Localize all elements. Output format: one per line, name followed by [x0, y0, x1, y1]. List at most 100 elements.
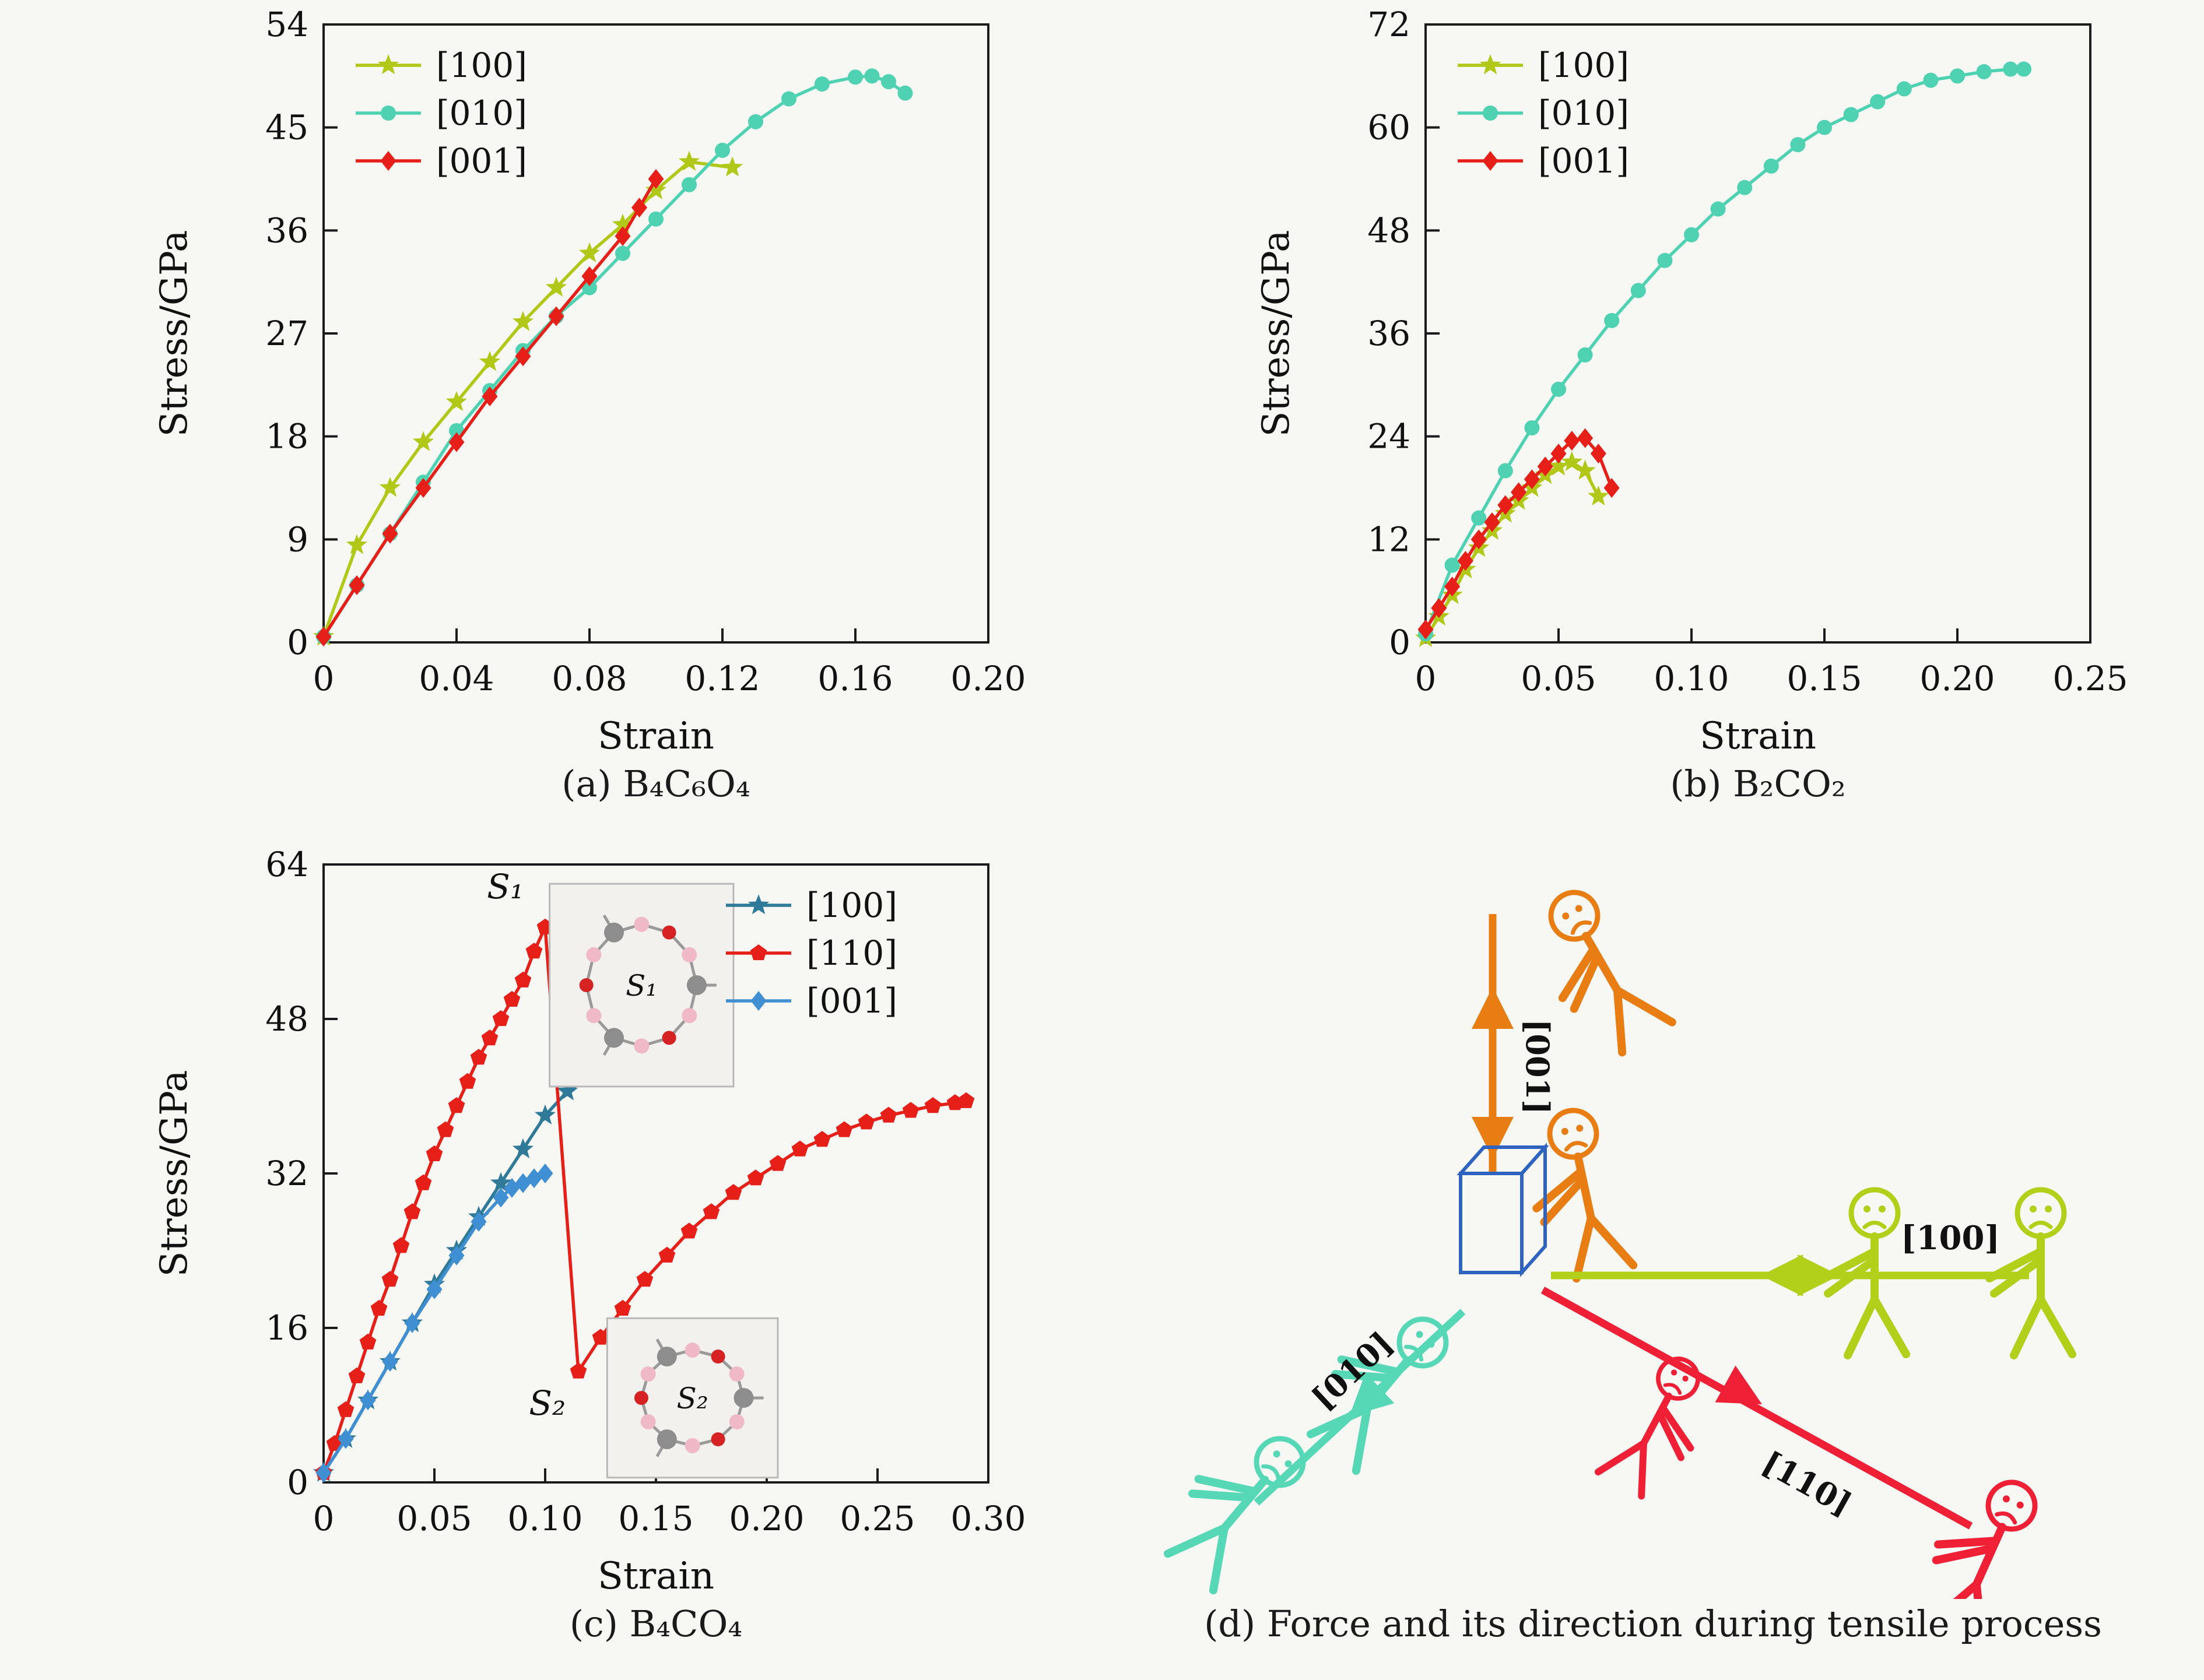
x-tick-label: 0.10 [507, 1499, 582, 1538]
data-point-marker [1843, 107, 1859, 122]
data-point-marker [1550, 444, 1567, 464]
y-tick-label: 48 [1367, 210, 1410, 250]
x-tick-label: 0.05 [396, 1499, 472, 1538]
data-point-marker [403, 1203, 421, 1219]
data-point-marker [492, 1010, 510, 1027]
annotation-S₂: S₂ [529, 1383, 566, 1423]
series-line-[110] [322, 925, 967, 1474]
data-point-marker [645, 179, 667, 199]
x-tick-label: 0.10 [1654, 659, 1729, 698]
y-axis-title: Stress/GPa [153, 230, 196, 437]
y-tick-label: 60 [1367, 108, 1410, 147]
data-point-marker [426, 1279, 443, 1299]
data-point-marker [512, 311, 534, 331]
data-point-marker [346, 534, 368, 554]
data-point-marker [813, 1131, 831, 1147]
y-tick-label: 32 [265, 1154, 308, 1193]
y-tick-label: 0 [1389, 623, 1410, 662]
legend-label-[001]: [001] [1538, 141, 1629, 181]
y-tick-label: 24 [1367, 417, 1410, 456]
data-point-marker [415, 1174, 432, 1190]
caption-d: (d) Force and its direction during tensi… [1204, 1602, 2102, 1645]
y-tick-label: 16 [265, 1308, 308, 1348]
data-point-marker [1471, 510, 1487, 526]
y-tick-label: 36 [1367, 314, 1410, 353]
x-tick-label: 0.05 [1521, 659, 1596, 698]
data-point-marker [722, 156, 743, 177]
data-point-marker [315, 627, 332, 647]
force-direction-100: [100] [1551, 1190, 2072, 1355]
arrowhead-right-icon [1798, 1254, 1840, 1296]
data-point-marker [1588, 485, 1609, 506]
data-point-marker [1684, 227, 1699, 242]
data-point-marker [2016, 61, 2031, 77]
data-point-marker [682, 177, 697, 192]
data-point-marker [412, 431, 434, 451]
data-point-marker [1590, 444, 1606, 464]
tensile-direction-diagram: [001] [100] [010] [1143, 847, 2163, 1599]
y-axis-title: Stress/GPa [1255, 230, 1298, 437]
legend-label-[001]: [001] [436, 141, 527, 181]
data-point-marker [537, 1164, 553, 1183]
data-point-marker [448, 1097, 465, 1113]
data-point-marker [1497, 463, 1513, 479]
data-point-marker [1484, 512, 1500, 532]
data-point-marker [614, 1299, 631, 1316]
data-point-marker [897, 85, 913, 101]
data-point-marker [1524, 420, 1540, 435]
data-point-marker [459, 1073, 476, 1089]
data-point-marker [503, 990, 521, 1007]
force-direction-010: [010] [1149, 1292, 1463, 1591]
arrowhead-down-icon [1472, 1117, 1514, 1159]
data-point-marker [815, 76, 830, 92]
data-point-marker [1457, 551, 1473, 571]
arrowhead-up-icon [1472, 987, 1514, 1029]
data-point-marker [470, 1049, 487, 1065]
panel-d: [001] [100] [010] [1102, 840, 2204, 1680]
data-point-marker [1737, 180, 1753, 195]
x-tick-label: 0.15 [618, 1499, 693, 1538]
plot-frame [322, 23, 989, 644]
data-point-marker [1417, 619, 1434, 639]
data-point-marker [1896, 81, 1912, 97]
data-point-marker [1604, 312, 1620, 328]
data-point-marker [370, 1299, 388, 1316]
data-point-marker [1524, 469, 1540, 490]
unit-cell-cube [1457, 1143, 1549, 1277]
data-point-marker [836, 1121, 853, 1137]
data-point-marker [1511, 482, 1527, 502]
data-point-marker [848, 69, 863, 85]
data-point-marker [570, 1362, 587, 1379]
panel-c: 0 0.05 0.10 0.15 0.20 0.25 0.30 0 16 32 48 64 Strain… [0, 840, 1102, 1680]
data-point-marker [479, 351, 501, 371]
x-tick-label: 0.20 [1919, 659, 1995, 698]
x-tick-label: 0.25 [2052, 659, 2128, 698]
data-point-marker [592, 1328, 609, 1345]
data-point-marker [1431, 598, 1447, 618]
data-point-marker [1470, 529, 1487, 550]
arrowhead-lower-left-icon [1349, 1372, 1395, 1417]
data-point-marker [578, 242, 601, 262]
inset-label: S₁ [626, 969, 657, 1003]
data-point-marker [648, 211, 664, 227]
y-tick-label: 54 [265, 7, 308, 44]
chart-a-stress-strain: 0 0.04 0.08 0.12 0.16 0.20 0 9 18 27 36 45 54 Strain S… [153, 7, 1026, 758]
series-line-[100] [322, 1060, 624, 1474]
data-point-marker [747, 894, 770, 915]
data-point-marker [615, 226, 631, 247]
data-point-marker [315, 1463, 332, 1483]
data-point-marker [2003, 61, 2019, 77]
data-point-marker [548, 306, 564, 326]
label-001: [001] [1519, 1019, 1556, 1115]
data-point-marker [658, 1246, 676, 1263]
force-line-110 [1540, 1287, 1973, 1530]
data-point-marker [426, 1145, 443, 1161]
panel-b: 0 0.05 0.10 0.15 0.20 0.25 0 12 24 36 48 60 72 Strain… [1102, 0, 2204, 840]
x-tick-label: 0 [1415, 659, 1437, 698]
data-point-marker [748, 114, 763, 129]
data-point-marker [1561, 451, 1582, 472]
chart-b-stress-strain: 0 0.05 0.10 0.15 0.20 0.25 0 12 24 36 48 60 72 Strain… [1255, 7, 2128, 758]
data-point-marker [1923, 72, 1939, 88]
y-tick-label: 0 [287, 623, 308, 662]
data-point-marker [525, 943, 543, 959]
